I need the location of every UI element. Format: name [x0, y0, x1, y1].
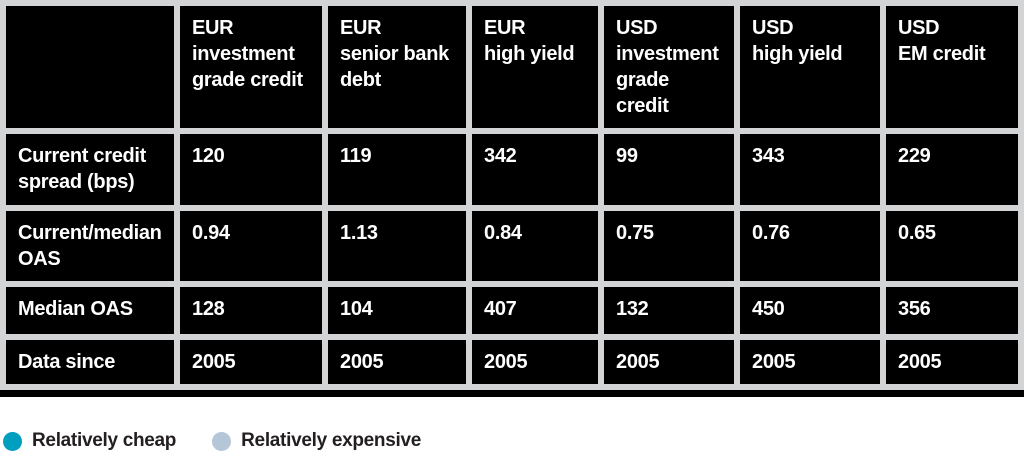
- legend-label-expensive: Relatively expensive: [241, 430, 422, 451]
- table-row-current-median-oas: Current/median OAS 0.94 1.13 0.84 0.75 0…: [6, 211, 1018, 281]
- column-header-usd-em-credit: USD EM credit: [886, 6, 1018, 128]
- table-cell: 2005: [740, 340, 880, 384]
- table-cell: 2005: [472, 340, 598, 384]
- table-cell-cheap: 1.13: [328, 211, 466, 281]
- legend-item-cheap: Relatively cheap: [3, 430, 176, 452]
- header-row: EUR investment grade credit EUR senior b…: [6, 6, 1018, 128]
- expensive-dot-icon: [212, 431, 232, 451]
- table-cell-expensive: 0.84: [472, 211, 598, 281]
- row-label-median-oas: Median OAS: [6, 287, 174, 334]
- table-cell: 2005: [886, 340, 1018, 384]
- table-cell: 450: [740, 287, 880, 334]
- column-header-usd-ig: USD investment grade credit: [604, 6, 734, 128]
- table-cell: 356: [886, 287, 1018, 334]
- table-cell: 128: [180, 287, 322, 334]
- table-cell-expensive: 0.75: [604, 211, 734, 281]
- table-row-median-oas: Median OAS 128 104 407 132 450 356: [6, 287, 1018, 334]
- table-cell-expensive: 0.76: [740, 211, 880, 281]
- table-cell: 407: [472, 287, 598, 334]
- column-header-usd-high-yield: USD high yield: [740, 6, 880, 128]
- credit-spread-table: EUR investment grade credit EUR senior b…: [0, 0, 1024, 390]
- legend: Relatively cheap Relatively expensive: [0, 430, 1024, 452]
- table-cell: 2005: [180, 340, 322, 384]
- column-header-eur-high-yield: EUR high yield: [472, 6, 598, 128]
- corner-cell: [6, 6, 174, 128]
- column-header-eur-senior-bank: EUR senior bank debt: [328, 6, 466, 128]
- table-cell: 120: [180, 134, 322, 205]
- legend-item-expensive: Relatively expensive: [212, 430, 421, 452]
- table-cell: 229: [886, 134, 1018, 205]
- cheap-dot-icon: [3, 431, 22, 451]
- table-cell: 104: [328, 287, 466, 334]
- table-cell: 343: [740, 134, 880, 205]
- row-label-data-since: Data since: [6, 340, 174, 384]
- table-bottom-rule: [0, 390, 1024, 397]
- table-cell-expensive: 0.65: [886, 211, 1018, 281]
- row-label-current-median-oas: Current/median OAS: [6, 211, 174, 281]
- table-row-current-spread: Current credit spread (bps) 120 119 342 …: [6, 134, 1018, 205]
- table-cell-cheap: 0.94: [180, 211, 322, 281]
- table-cell: 99: [604, 134, 734, 205]
- row-label-current-spread: Current credit spread (bps): [6, 134, 174, 205]
- table-row-data-since: Data since 2005 2005 2005 2005 2005 2005: [6, 340, 1018, 384]
- legend-label-cheap: Relatively cheap: [32, 430, 177, 451]
- table-cell: 2005: [328, 340, 466, 384]
- table-cell: 2005: [604, 340, 734, 384]
- table-cell: 119: [328, 134, 466, 205]
- table-cell: 342: [472, 134, 598, 205]
- column-header-eur-ig: EUR investment grade credit: [180, 6, 322, 128]
- table-cell: 132: [604, 287, 734, 334]
